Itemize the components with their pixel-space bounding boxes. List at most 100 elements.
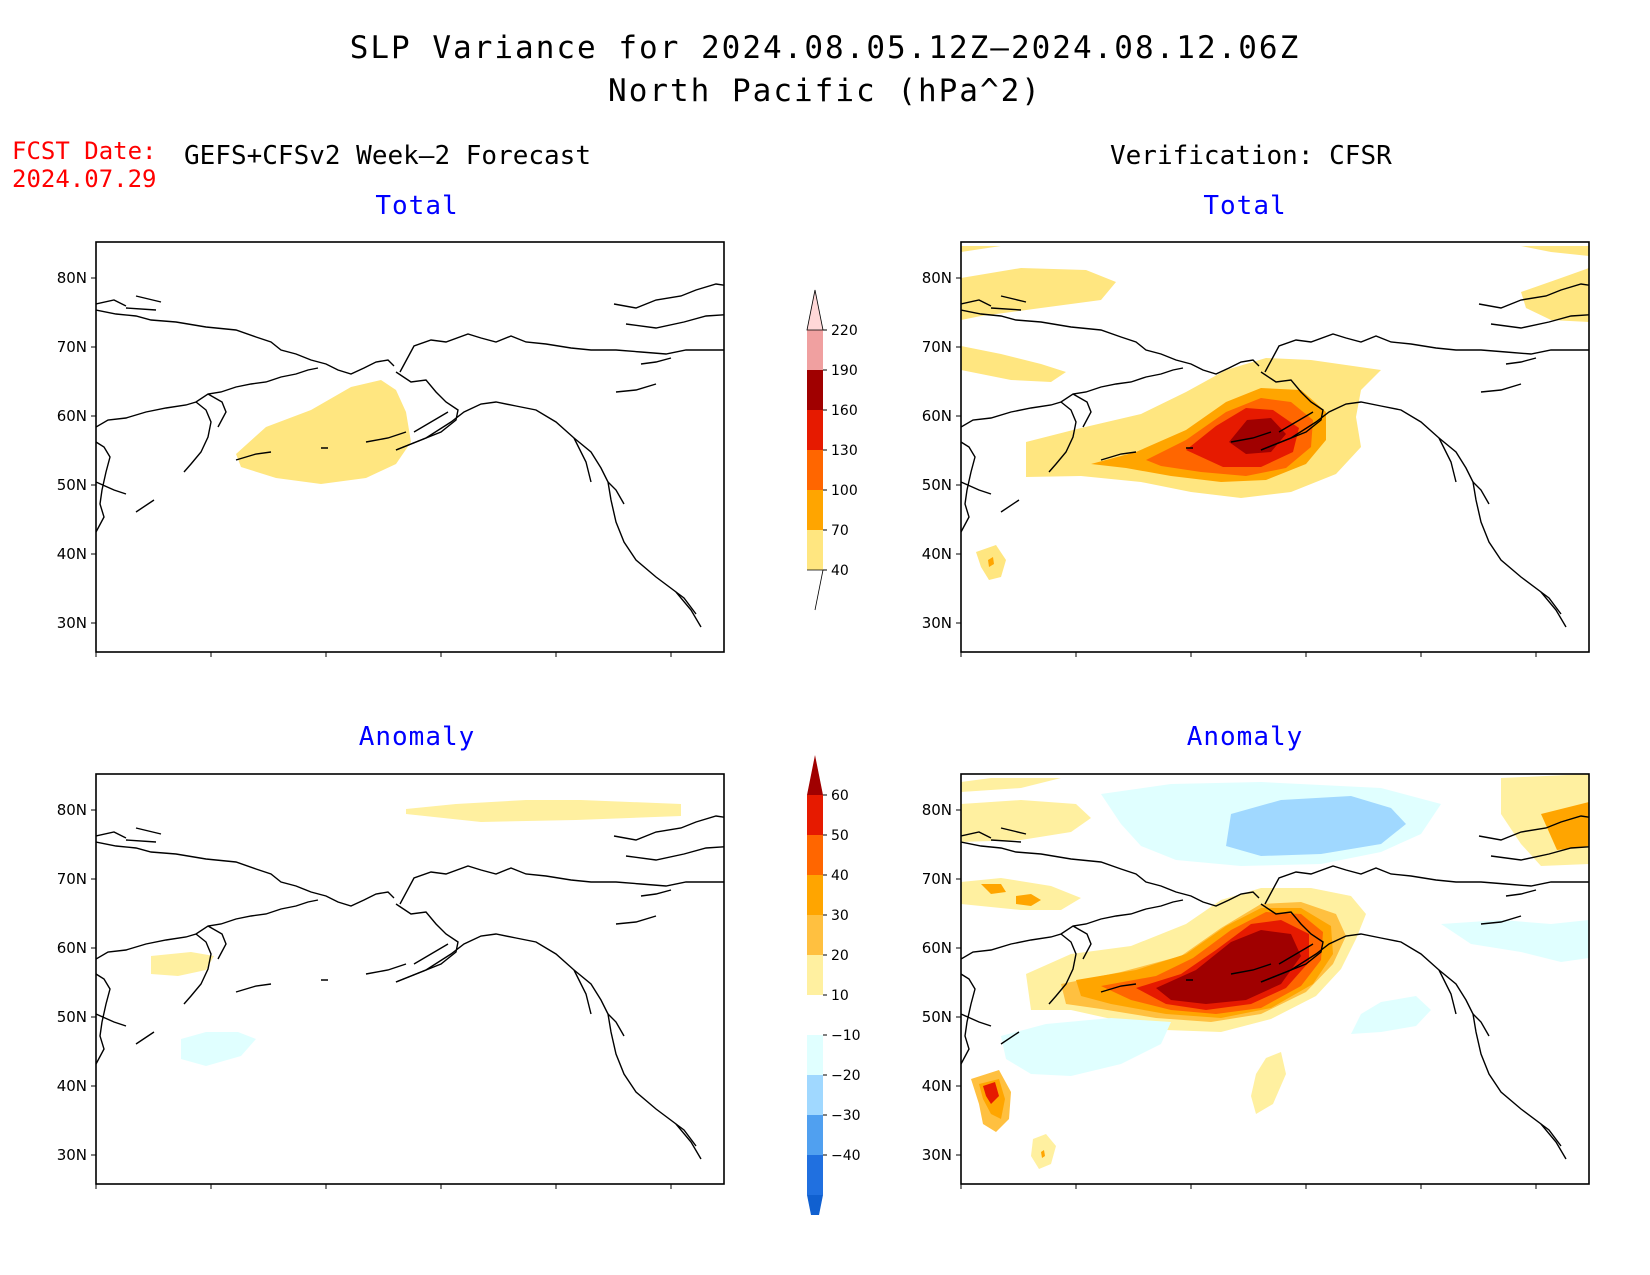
forecast-anomaly-title: Anomaly <box>358 722 476 752</box>
colorbar-label: −30 <box>831 1108 861 1124</box>
colorbar-swatch <box>807 1115 823 1155</box>
colorbar-swatch <box>807 795 823 835</box>
lat-tick-label: 80N <box>922 801 952 819</box>
forecast-anomaly-map: 140E160E180160W140W120W80N70N60N50N40N30… <box>57 773 725 1189</box>
colorbar-swatch <box>807 875 823 915</box>
lat-tick-label: 40N <box>57 1077 87 1095</box>
colorbar-swatch <box>807 1195 823 1215</box>
colorbar-label: 60 <box>831 788 849 804</box>
total-colorbar: 40 70 100 130 160 190 220 <box>806 289 858 611</box>
contour-fills <box>961 246 1589 580</box>
forecast-heading: GEFS+CFSv2 Week–2 Forecast <box>184 141 591 171</box>
contour-region <box>961 346 1066 382</box>
verification-total-map: 140E160E180160W140W120W80N70N60N50N40N30… <box>922 241 1590 657</box>
colorbar-swatch <box>807 530 823 570</box>
colorbar-label: 40 <box>831 563 849 579</box>
contour-region <box>1041 1150 1045 1158</box>
colorbar-swatch <box>807 330 823 370</box>
colorbar-label: 70 <box>831 523 849 539</box>
contour-region <box>406 800 681 822</box>
contour-region <box>961 246 1589 256</box>
colorbar-swatch <box>807 490 823 530</box>
lat-tick-label: 80N <box>57 801 87 819</box>
fcst-date-value: 2024.07.29 <box>12 165 157 193</box>
contour-region <box>1156 930 1301 1004</box>
lat-tick-label: 30N <box>922 614 952 632</box>
map-frame <box>95 773 725 1185</box>
colorbar-swatch <box>807 755 823 795</box>
colorbar-label: 190 <box>831 363 858 379</box>
contour-region <box>961 778 1061 792</box>
forecast-total-title: Total <box>375 191 459 221</box>
colorbar-swatch <box>807 835 823 875</box>
verification-heading: Verification: CFSR <box>1110 141 1392 171</box>
contour-fills <box>151 800 681 1066</box>
contour-region <box>1541 802 1589 850</box>
colorbar-swatch <box>807 1035 823 1075</box>
map-frame <box>95 241 725 653</box>
lat-tick-label: 70N <box>922 338 952 356</box>
colorbar-swatch <box>807 1155 823 1195</box>
lat-tick-label: 40N <box>922 1077 952 1095</box>
contour-region <box>981 884 1041 906</box>
colorbar-label: −10 <box>831 1028 861 1044</box>
contour-region <box>1001 1018 1171 1076</box>
contour-fills <box>236 380 411 484</box>
colorbar-label: 10 <box>831 988 849 1004</box>
colorbar-swatch <box>806 289 824 331</box>
contour-region <box>181 1032 256 1066</box>
lat-tick-label: 30N <box>922 1146 952 1164</box>
colorbar-label: 20 <box>831 948 849 964</box>
lat-tick-label: 60N <box>922 939 952 957</box>
colorbar-label: 220 <box>831 323 858 339</box>
colorbar-swatch <box>807 995 823 1035</box>
coastline <box>96 283 724 628</box>
colorbar-label: −20 <box>831 1068 861 1084</box>
colorbar-swatch <box>807 370 823 410</box>
fcst-date-label: FCST Date: <box>12 137 157 165</box>
colorbar-swatch <box>807 915 823 955</box>
lat-tick-label: 80N <box>922 269 952 287</box>
colorbar-tail <box>807 569 824 611</box>
contour-region <box>1226 796 1406 856</box>
lat-tick-label: 70N <box>922 870 952 888</box>
contour-region <box>1521 268 1589 322</box>
lat-tick-label: 50N <box>922 476 952 494</box>
contour-fills <box>961 774 1589 1169</box>
lat-tick-label: 60N <box>57 407 87 425</box>
lat-tick-label: 50N <box>57 1008 87 1026</box>
colorbar-label: 130 <box>831 443 858 459</box>
contour-region <box>1441 920 1589 962</box>
lat-tick-label: 40N <box>57 545 87 563</box>
colorbar-swatch <box>807 450 823 490</box>
colorbar-label: 50 <box>831 828 849 844</box>
colorbar-label: −40 <box>831 1148 861 1164</box>
coastline <box>96 815 724 1160</box>
main-title: SLP Variance for 2024.08.05.12Z–2024.08.… <box>349 30 1301 66</box>
contour-region <box>151 952 214 976</box>
lat-tick-label: 30N <box>57 614 87 632</box>
lat-tick-label: 60N <box>57 939 87 957</box>
contour-region <box>1351 996 1431 1034</box>
colorbar-swatch <box>807 955 823 995</box>
map-frame <box>960 241 1590 653</box>
colorbar-swatch <box>807 410 823 450</box>
contour-region <box>983 1082 999 1104</box>
map-frame <box>960 773 1590 1185</box>
contour-region <box>961 878 1081 910</box>
colorbar-label: 160 <box>831 403 858 419</box>
verification-anomaly-map: 140E160E180160W140W120W80N70N60N50N40N30… <box>922 773 1590 1189</box>
verification-anomaly-title: Anomaly <box>1186 722 1304 752</box>
lat-tick-label: 70N <box>57 338 87 356</box>
contour-region <box>236 380 411 484</box>
lat-tick-label: 50N <box>922 1008 952 1026</box>
contour-region <box>1251 1052 1286 1114</box>
main-subtitle: North Pacific (hPa^2) <box>608 73 1042 109</box>
colorbar-label: 30 <box>831 908 849 924</box>
lat-tick-label: 30N <box>57 1146 87 1164</box>
forecast-total-map: 140E160E180160W140W120W80N70N60N50N40N30… <box>57 241 725 657</box>
contour-region <box>988 557 994 567</box>
lat-tick-label: 80N <box>57 269 87 287</box>
contour-region <box>961 268 1116 320</box>
colorbar-label: 40 <box>831 868 849 884</box>
